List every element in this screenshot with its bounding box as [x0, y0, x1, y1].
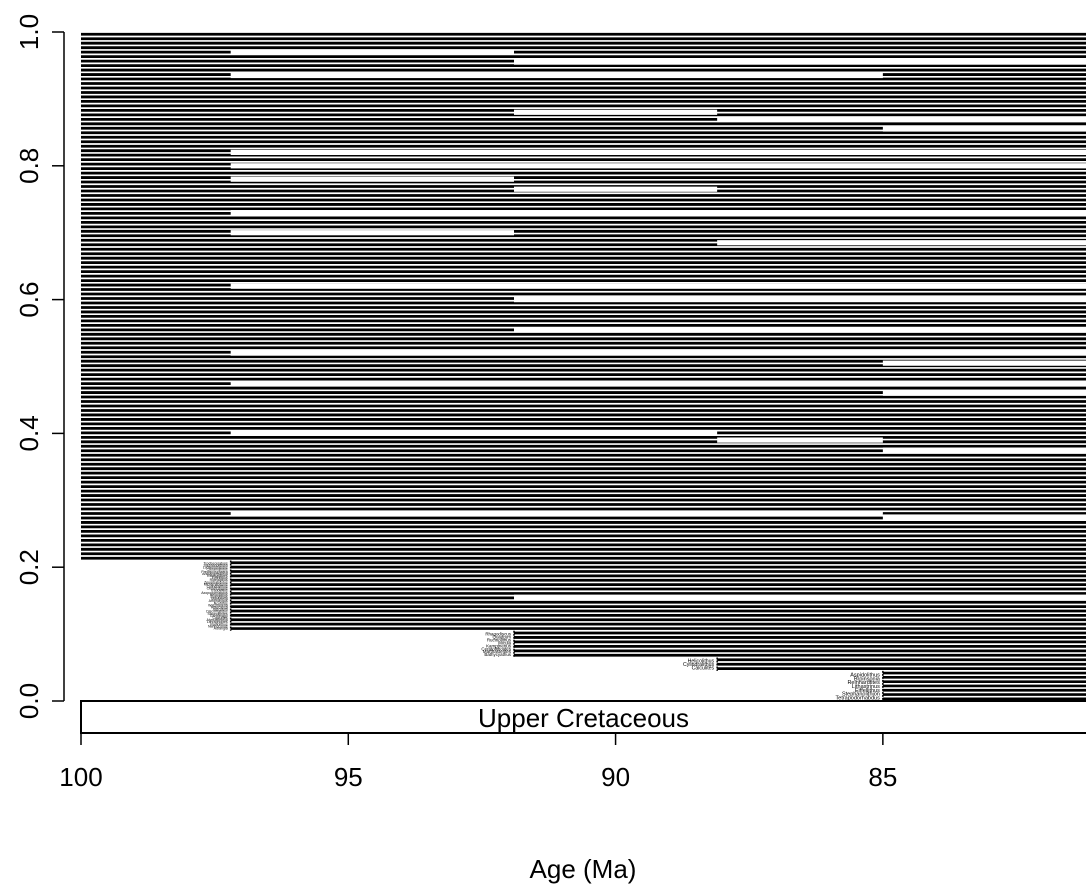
lineage-lines: [81, 32, 1086, 701]
taxon-label: Marthasterites: [483, 649, 512, 654]
x-tick-label: 95: [334, 762, 363, 792]
taxon-label: Bathycyathus: [484, 652, 511, 657]
lineage-gap: [514, 297, 1086, 303]
y-tick-label: 0.4: [14, 415, 44, 451]
taxon-label: Zeugrhabdotus: [204, 580, 228, 584]
lineage-gap: [230, 210, 1086, 216]
taxon-label: Stephanolithion: [204, 564, 228, 568]
x-tick-label: 100: [59, 762, 102, 792]
taxon-label: Axopodorhabdus: [201, 591, 228, 595]
taxon-label: Cretarhabdus: [206, 568, 227, 572]
taxon-label: Watznaueria: [208, 603, 228, 607]
taxon-label: Quadrum: [493, 634, 512, 639]
lineage-gap: [230, 430, 718, 436]
taxon-label: Stephanolithion: [842, 692, 880, 698]
y-tick-label: 0.0: [14, 683, 44, 719]
taxon-label: Lithraphidites: [207, 620, 228, 624]
period-label: Upper Cretaceous: [478, 703, 689, 733]
y-tick-label: 0.8: [14, 148, 44, 184]
x-axis-title: Age (Ma): [530, 854, 637, 884]
taxon-label: Rhagodiscus: [485, 631, 511, 636]
taxon-label: Arkhangelskiella: [202, 572, 228, 576]
taxon-label: Aspidolithus: [850, 672, 880, 678]
taxon-label: Rucinolithus: [487, 637, 512, 642]
taxon-label: Radiolithus: [210, 622, 228, 626]
lineage-gap: [230, 230, 515, 236]
x-tick-label: 85: [868, 762, 897, 792]
lineage-gap: [882, 360, 1086, 366]
taxon-label: Cylindralithus: [207, 585, 228, 589]
taxon-label: Trochoceratops: [203, 561, 227, 565]
taxon-label: Prediscosphaera: [201, 570, 227, 574]
lineage-gap: [882, 514, 1086, 520]
lineage-gap: [230, 511, 883, 517]
x-tick-label: 90: [601, 762, 630, 792]
lineage-gap: [230, 283, 1086, 289]
taxon-labels: TrochoceratopsStephanolithionLucianorhab…: [201, 561, 881, 701]
taxon-label: Lithastrinus: [852, 684, 880, 690]
taxon-label: Reinhardtites: [847, 680, 880, 686]
lineage-gap: [230, 163, 1086, 169]
taxon-label: Calculites: [212, 616, 227, 620]
lineage-gap: [230, 380, 1086, 386]
taxon-label: Manivitella: [211, 597, 228, 601]
lineage-gap: [514, 59, 1086, 65]
taxon-label: Helicolithus: [210, 593, 228, 597]
taxon-label: Gartnerago: [210, 614, 228, 618]
taxon-label: Kamptnerius: [486, 643, 512, 648]
taxon-label: Adrangia: [214, 627, 228, 631]
taxon-label: Micula: [498, 640, 511, 645]
lineage-gap: [230, 49, 515, 55]
taxon-label: Bukrylithus: [211, 595, 228, 599]
y-tick-label: 0.2: [14, 549, 44, 585]
taxon-label: Eiffellithus: [855, 688, 880, 694]
lineage-gaps: [230, 49, 1086, 600]
lineage-gap: [717, 437, 883, 443]
taxon-label: Ahmuellerella: [206, 618, 227, 622]
taxon-label: Reinhardtites: [207, 574, 228, 578]
taxon-label: Lucianorhabdus: [203, 566, 228, 570]
taxon-label: Ceratolithoides: [481, 646, 511, 651]
lineage-gap: [514, 594, 1086, 600]
lineage-gap: [882, 447, 1086, 453]
taxon-label: Broinsonia: [854, 676, 881, 682]
lineage-gap: [882, 390, 1086, 396]
axes: 0.0 0.2 0.4 0.6 0.8 1.0 100 95 90 85: [14, 14, 897, 792]
taxon-label: Rotelapillus: [210, 578, 228, 582]
taxon-label: Eiffellithus: [212, 576, 228, 580]
y-tick-label: 0.6: [14, 282, 44, 318]
lineage-gap: [514, 186, 718, 192]
lineage-gap: [717, 240, 1086, 246]
taxon-label: Calculites: [692, 666, 715, 672]
taxon-label: Helicolithus: [688, 659, 715, 665]
taxon-label: Amphizygus: [209, 599, 228, 603]
lineage-gap: [717, 116, 1086, 122]
lineage-gap: [514, 327, 1086, 333]
lineage-gap: [230, 149, 1086, 156]
lineage-gap: [882, 126, 1086, 132]
taxon-label: Chiastozygus: [207, 587, 228, 591]
y-tick-label: 1.0: [14, 14, 44, 50]
taxon-label: Tranolithus: [210, 589, 227, 593]
taxon-label: Tetrapodorhabdus: [836, 696, 881, 702]
lineage-gap: [514, 109, 718, 115]
taxon-label: Microrhabdulus: [204, 582, 228, 586]
lineage-gap: [230, 176, 515, 182]
taxon-label: Discorhabdus: [206, 610, 228, 614]
taxon-label: Acuturris: [214, 601, 228, 605]
taxon-label: Cylindralithus: [683, 662, 715, 668]
period-bar: Upper Cretaceous: [80, 700, 1086, 734]
taxon-label: Retecapsa: [211, 606, 228, 610]
lineage-gap: [230, 350, 1086, 356]
taxon-label: Biscutum: [213, 608, 227, 612]
taxon-label: Staurolithites: [207, 612, 227, 616]
taxon-label: Nannoconus: [208, 624, 228, 628]
lineage-gap: [230, 72, 883, 79]
